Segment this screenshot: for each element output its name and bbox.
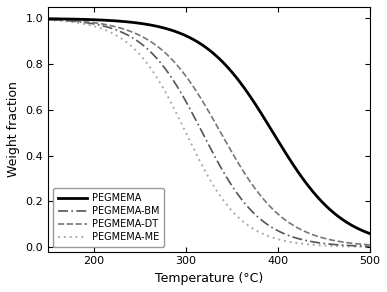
PEGMEMA-ME	[46, 18, 50, 22]
PEGMEMA-DT	[46, 18, 50, 21]
PEGMEMA	[46, 17, 50, 20]
PEGMEMA-BM	[299, 238, 303, 241]
PEGMEMA-DT	[367, 243, 372, 247]
PEGMEMA-DT	[358, 242, 362, 246]
PEGMEMA-BM	[46, 18, 50, 21]
PEGMEMA-ME	[202, 168, 207, 172]
PEGMEMA	[62, 17, 67, 21]
PEGMEMA-BM	[194, 118, 198, 122]
PEGMEMA-DT	[62, 18, 67, 22]
PEGMEMA-BM	[358, 244, 363, 248]
PEGMEMA	[202, 45, 207, 48]
PEGMEMA-DT	[194, 89, 198, 92]
PEGMEMA	[358, 228, 362, 231]
Line: PEGMEMA-BM: PEGMEMA-BM	[48, 20, 370, 246]
Y-axis label: Weight fraction: Weight fraction	[7, 81, 20, 177]
PEGMEMA-BM	[367, 244, 372, 248]
Legend: PEGMEMA, PEGMEMA-BM, PEGMEMA-DT, PEGMEMA-ME: PEGMEMA, PEGMEMA-BM, PEGMEMA-DT, PEGMEMA…	[53, 188, 164, 247]
PEGMEMA-DT	[202, 102, 207, 106]
PEGMEMA	[358, 228, 363, 231]
X-axis label: Temperature (°C): Temperature (°C)	[155, 272, 263, 285]
PEGMEMA-BM	[358, 244, 362, 248]
PEGMEMA-BM	[202, 135, 207, 138]
Line: PEGMEMA-ME: PEGMEMA-ME	[48, 20, 370, 247]
PEGMEMA	[299, 175, 303, 178]
PEGMEMA	[367, 232, 372, 235]
PEGMEMA-ME	[194, 152, 198, 155]
PEGMEMA-DT	[299, 228, 303, 232]
PEGMEMA-BM	[62, 19, 67, 22]
Line: PEGMEMA-DT: PEGMEMA-DT	[48, 20, 370, 245]
PEGMEMA-DT	[358, 242, 363, 246]
PEGMEMA-ME	[358, 245, 363, 248]
PEGMEMA-ME	[62, 19, 67, 23]
PEGMEMA-ME	[358, 245, 362, 248]
Line: PEGMEMA: PEGMEMA	[48, 19, 370, 234]
PEGMEMA-ME	[299, 242, 303, 245]
PEGMEMA-ME	[367, 245, 372, 248]
PEGMEMA	[194, 39, 198, 43]
